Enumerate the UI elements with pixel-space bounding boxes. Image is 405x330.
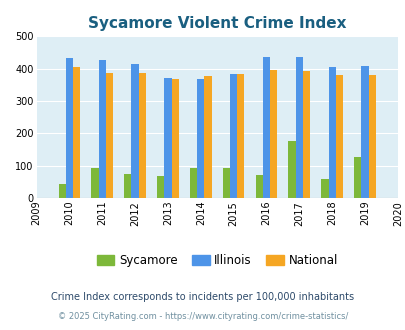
Bar [73,67,80,198]
Bar [171,79,178,198]
Bar [124,174,131,198]
Bar [368,76,375,198]
Bar [320,179,328,198]
Bar [106,73,113,198]
Bar [164,78,171,198]
Title: Sycamore Violent Crime Index: Sycamore Violent Crime Index [88,16,345,31]
Bar [204,77,211,198]
Bar [131,64,139,198]
Bar [269,70,277,198]
Bar [302,71,309,198]
Bar [237,74,244,198]
Bar [288,141,295,198]
Text: Crime Index corresponds to incidents per 100,000 inhabitants: Crime Index corresponds to incidents per… [51,292,354,302]
Bar [222,168,230,198]
Bar [197,79,204,198]
Bar [353,157,360,198]
Bar [98,60,106,198]
Bar [328,67,335,198]
Bar [295,57,302,198]
Bar [255,175,262,198]
Bar [230,74,237,198]
Bar [58,184,66,198]
Bar [139,73,145,198]
Text: © 2025 CityRating.com - https://www.cityrating.com/crime-statistics/: © 2025 CityRating.com - https://www.city… [58,312,347,321]
Bar [66,58,73,198]
Bar [262,57,269,198]
Bar [91,168,98,198]
Bar [190,168,197,198]
Legend: Sycamore, Illinois, National: Sycamore, Illinois, National [92,249,342,272]
Bar [335,75,342,198]
Bar [157,176,164,198]
Bar [360,66,368,198]
